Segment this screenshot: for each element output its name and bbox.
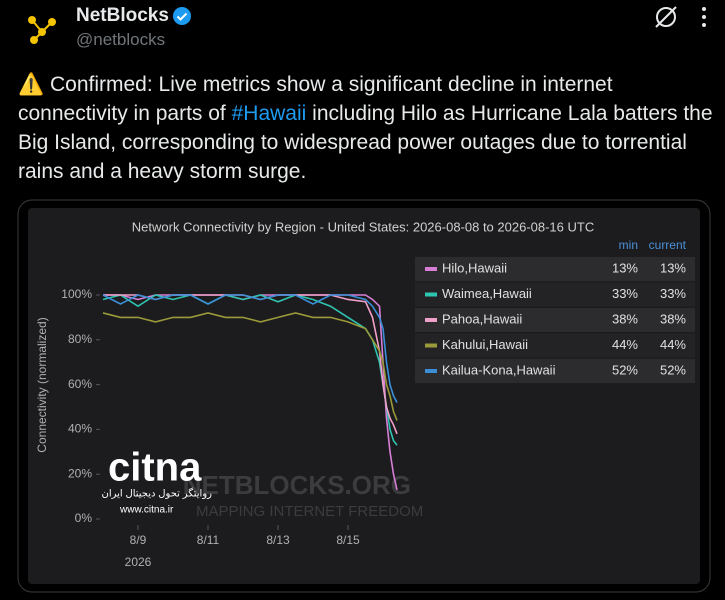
x-tick-label: 8/11 <box>197 533 220 547</box>
verified-badge <box>173 7 191 25</box>
legend-stat: 44% <box>660 337 686 352</box>
legend-stat: 52% <box>612 362 638 377</box>
hashtag[interactable]: #Hawaii <box>231 102 307 125</box>
y-tick-label: 80% <box>68 332 92 346</box>
overlay-url: www.citna.ir <box>119 505 174 516</box>
y-tick-label: 100% <box>61 287 92 301</box>
legend-stat: 33% <box>612 286 638 301</box>
legend-label: Kailua-Kona,Hawaii <box>442 362 556 377</box>
series-line <box>102 294 398 403</box>
watermark-motto: MAPPING INTERNET FREEDOM <box>196 503 423 520</box>
tweet-text: ⚠️ Confirmed: Live metrics show a signif… <box>18 70 713 186</box>
legend-label: Hilo,Hawaii <box>442 260 507 275</box>
overlay-brand: citna <box>108 446 202 490</box>
x-tick-label: 8/13 <box>266 533 290 547</box>
legend-row[interactable] <box>415 257 695 281</box>
tweet-text-part: including Hilo as Hurricane Lala batters… <box>18 102 713 183</box>
legend-stat: 33% <box>660 286 686 301</box>
avatar[interactable] <box>22 10 62 50</box>
x-tick-label: 8/15 <box>336 533 360 547</box>
legend-swatch <box>425 292 437 297</box>
legend-swatch <box>425 318 437 322</box>
x-tick-label: 8/9 <box>130 533 147 547</box>
legend-row[interactable] <box>415 308 695 332</box>
legend-swatch <box>425 267 437 271</box>
top-icons[interactable] <box>650 2 720 32</box>
account-name[interactable]: NetBlocks <box>76 5 169 26</box>
watermark-site: NETBLOCKS.ORG <box>183 470 411 500</box>
legend-swatch <box>425 343 437 348</box>
series-line <box>102 312 398 421</box>
legend-column-header: min <box>619 238 638 252</box>
legend-label: Pahoa,Hawaii <box>442 311 522 326</box>
legend-label: Waimea,Hawaii <box>442 286 532 301</box>
x-year-label: 2026 <box>125 555 152 569</box>
legend-row[interactable] <box>415 282 695 307</box>
legend-label: Kahului,Hawaii <box>442 337 528 352</box>
overlay-slogan: روایتگر تحول دیجیتال ایران <box>101 488 212 500</box>
legend-stat: 38% <box>660 311 686 326</box>
y-tick-label: 40% <box>68 422 92 436</box>
legend-stat: 13% <box>612 260 638 275</box>
legend-row[interactable] <box>415 359 695 383</box>
legend-stat: 52% <box>660 362 686 377</box>
tweet-text-part: ⚠️ Confirmed: Live metrics show a signif… <box>18 73 613 125</box>
legend-column-header: current <box>649 238 687 252</box>
y-axis-label: Connectivity (normalized) <box>35 317 49 452</box>
legend-row[interactable] <box>415 333 695 358</box>
account-handle[interactable]: @netblocks <box>76 30 166 49</box>
legend-stat: 13% <box>660 260 686 275</box>
chart-title: Network Connectivity by Region - United … <box>132 219 594 234</box>
y-tick-label: 0% <box>75 511 93 525</box>
legend-swatch <box>425 369 437 373</box>
legend-stat: 44% <box>612 337 638 352</box>
legend-stat: 38% <box>612 311 638 326</box>
y-tick-label: 20% <box>68 466 92 480</box>
y-tick-label: 60% <box>68 377 92 391</box>
